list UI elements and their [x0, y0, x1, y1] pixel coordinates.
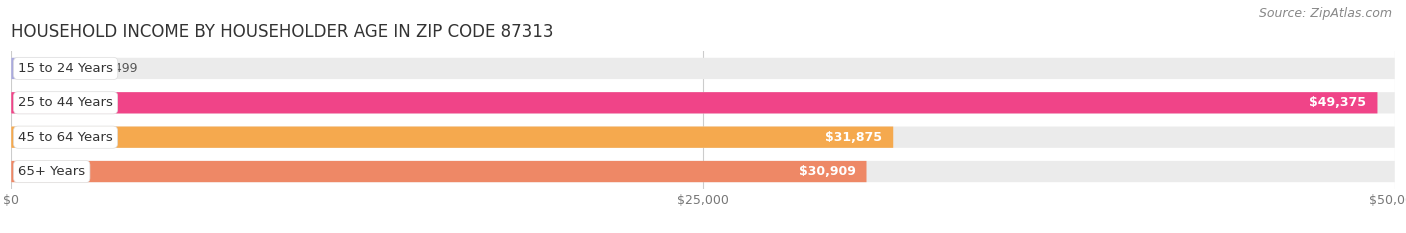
FancyBboxPatch shape [11, 127, 1395, 148]
Text: 65+ Years: 65+ Years [18, 165, 86, 178]
Text: $2,499: $2,499 [94, 62, 138, 75]
FancyBboxPatch shape [11, 92, 1378, 113]
Text: $30,909: $30,909 [799, 165, 855, 178]
Text: 15 to 24 Years: 15 to 24 Years [18, 62, 112, 75]
Text: $49,375: $49,375 [1309, 96, 1367, 109]
Text: $31,875: $31,875 [825, 131, 882, 144]
FancyBboxPatch shape [11, 127, 893, 148]
FancyBboxPatch shape [11, 92, 1395, 113]
FancyBboxPatch shape [11, 58, 1395, 79]
Text: 25 to 44 Years: 25 to 44 Years [18, 96, 112, 109]
Text: Source: ZipAtlas.com: Source: ZipAtlas.com [1258, 7, 1392, 20]
FancyBboxPatch shape [11, 161, 1395, 182]
Text: 45 to 64 Years: 45 to 64 Years [18, 131, 112, 144]
FancyBboxPatch shape [11, 161, 866, 182]
Text: HOUSEHOLD INCOME BY HOUSEHOLDER AGE IN ZIP CODE 87313: HOUSEHOLD INCOME BY HOUSEHOLDER AGE IN Z… [11, 23, 554, 41]
FancyBboxPatch shape [11, 58, 80, 79]
